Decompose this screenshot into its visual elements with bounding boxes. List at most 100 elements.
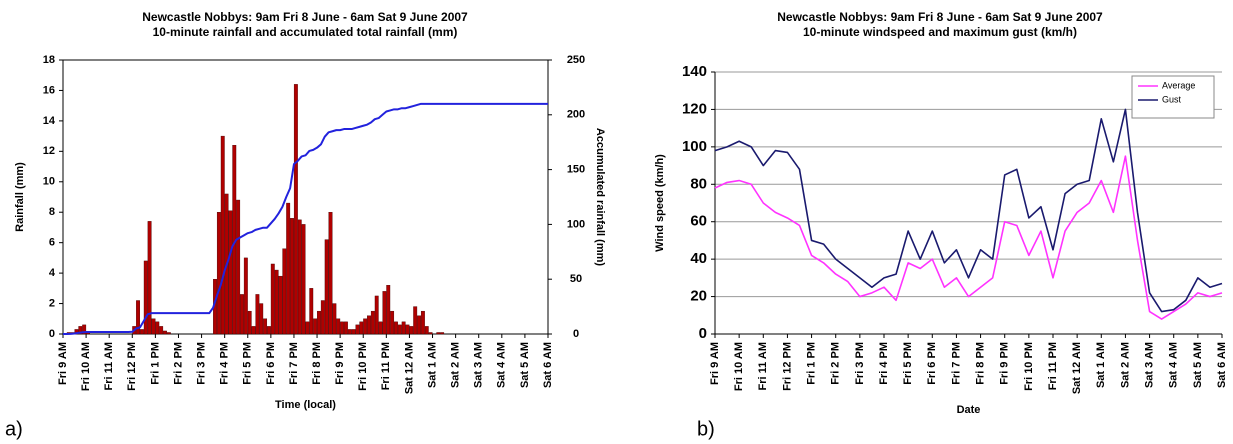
- x-tick-label: Fri 12 PM: [126, 342, 138, 391]
- y-tick-label: 14: [43, 115, 56, 127]
- bar: [413, 306, 418, 335]
- x-axis-title: Date: [957, 404, 981, 416]
- y2-tick-label: 0: [573, 328, 579, 340]
- bar: [263, 318, 268, 335]
- x-tick-label: Fri 11 PM: [1047, 342, 1059, 390]
- y-tick-label: 6: [49, 237, 55, 249]
- bar: [290, 218, 294, 335]
- bar: [301, 224, 306, 335]
- bar: [374, 295, 379, 335]
- bar: [270, 263, 275, 335]
- bar: [243, 257, 248, 335]
- x-tick-label: Fri 7 PM: [288, 342, 300, 385]
- x-tick-label: Fri 7 PM: [950, 342, 962, 385]
- bar: [220, 135, 225, 335]
- x-tick-label: Fri 10 AM: [733, 342, 745, 391]
- x-tick-label: Sat 2 AM: [1119, 342, 1131, 388]
- x-tick-label: Fri 8 PM: [974, 342, 986, 385]
- chart-subtitle: 10-minute rainfall and accumulated total…: [153, 25, 458, 39]
- x-tick-label: Sat 5 AM: [1192, 342, 1204, 388]
- bar: [151, 318, 156, 335]
- bar: [320, 300, 325, 335]
- line: [714, 155, 1223, 320]
- y-tick-label: 60: [690, 213, 707, 230]
- y2-tick-label: 250: [567, 54, 585, 66]
- x-tick-label: Fri 3 PM: [195, 342, 207, 385]
- bar: [355, 324, 360, 335]
- bar: [324, 239, 329, 335]
- chart-title: Newcastle Nobbys: 9am Fri 8 June - 6am S…: [777, 10, 1103, 24]
- bar: [286, 202, 291, 335]
- bar: [386, 285, 391, 335]
- bar: [359, 321, 364, 335]
- bar: [401, 321, 406, 335]
- x-tick-label: Fri 2 PM: [830, 342, 842, 385]
- y-tick-label: 12: [43, 145, 55, 157]
- x-tick-label: Fri 4 PM: [878, 342, 890, 385]
- x-tick-label: Fri 5 PM: [242, 342, 254, 385]
- x-tick-label: Sat 4 AM: [1168, 342, 1180, 388]
- bar: [155, 321, 160, 335]
- x-tick-label: Fri 9 AM: [709, 342, 721, 385]
- bar: [240, 294, 244, 335]
- y-tick-label: 18: [43, 54, 55, 66]
- y-axis-title: Wind speed (km/h): [654, 154, 666, 252]
- y-tick-label: 8: [49, 206, 55, 218]
- x-tick-label: Fri 10 PM: [357, 342, 369, 391]
- panel-label: b): [697, 418, 715, 440]
- y-tick-label: 140: [682, 63, 707, 80]
- bar: [159, 326, 164, 335]
- legend-label: Gust: [1162, 94, 1182, 104]
- bar: [139, 329, 144, 335]
- bar: [424, 326, 429, 335]
- bar: [405, 324, 410, 335]
- x-tick-label: Fri 5 PM: [902, 342, 914, 385]
- bar: [343, 321, 348, 335]
- y-tick-label: 2: [49, 297, 55, 309]
- y2-tick-label: 200: [567, 109, 585, 121]
- y-tick-label: 16: [43, 84, 55, 96]
- y2-tick-label: 150: [567, 164, 585, 176]
- x-tick-label: Fri 10 AM: [80, 342, 92, 391]
- x-tick-label: Sat 12 AM: [403, 342, 415, 394]
- x-tick-label: Fri 10 PM: [1023, 342, 1035, 391]
- x-tick-label: Sat 1 AM: [426, 342, 438, 388]
- y-tick-label: 4: [49, 267, 56, 279]
- bar: [259, 303, 264, 335]
- x-tick-label: Sat 2 AM: [450, 342, 462, 388]
- x-tick-label: Fri 11 PM: [380, 342, 392, 390]
- bar: [228, 210, 233, 335]
- panel-label: a): [5, 418, 23, 440]
- bar: [317, 310, 321, 335]
- bar: [136, 300, 140, 335]
- bar: [420, 310, 425, 335]
- bar: [143, 260, 148, 335]
- bar: [147, 221, 152, 335]
- x-axis-title: Time (local): [275, 399, 336, 411]
- bar: [309, 288, 314, 335]
- x-tick-label: Fri 1 PM: [149, 342, 161, 385]
- bar: [313, 318, 318, 335]
- bar: [370, 310, 375, 335]
- y-axis-title: Rainfall (mm): [14, 162, 26, 232]
- bar: [82, 324, 87, 335]
- x-tick-label: Fri 1 PM: [805, 342, 817, 385]
- x-tick-label: Fri 8 PM: [311, 342, 323, 385]
- x-tick-label: Fri 9 PM: [334, 342, 346, 385]
- bar: [394, 321, 398, 335]
- x-tick-label: Fri 2 PM: [172, 342, 184, 385]
- chart-title: Newcastle Nobbys: 9am Fri 8 June - 6am S…: [142, 10, 468, 24]
- legend-label: Average: [1162, 80, 1195, 90]
- x-tick-label: Fri 3 PM: [854, 342, 866, 385]
- bar: [297, 219, 302, 335]
- bar: [428, 332, 433, 335]
- y-tick-label: 80: [690, 175, 707, 192]
- bar: [332, 303, 337, 335]
- y2-tick-label: 100: [567, 218, 585, 230]
- bar: [278, 275, 283, 335]
- x-tick-label: Fri 9 PM: [999, 342, 1011, 385]
- x-tick-label: Fri 6 PM: [926, 342, 938, 385]
- x-tick-label: Fri 11 AM: [103, 342, 115, 391]
- bar: [247, 310, 252, 335]
